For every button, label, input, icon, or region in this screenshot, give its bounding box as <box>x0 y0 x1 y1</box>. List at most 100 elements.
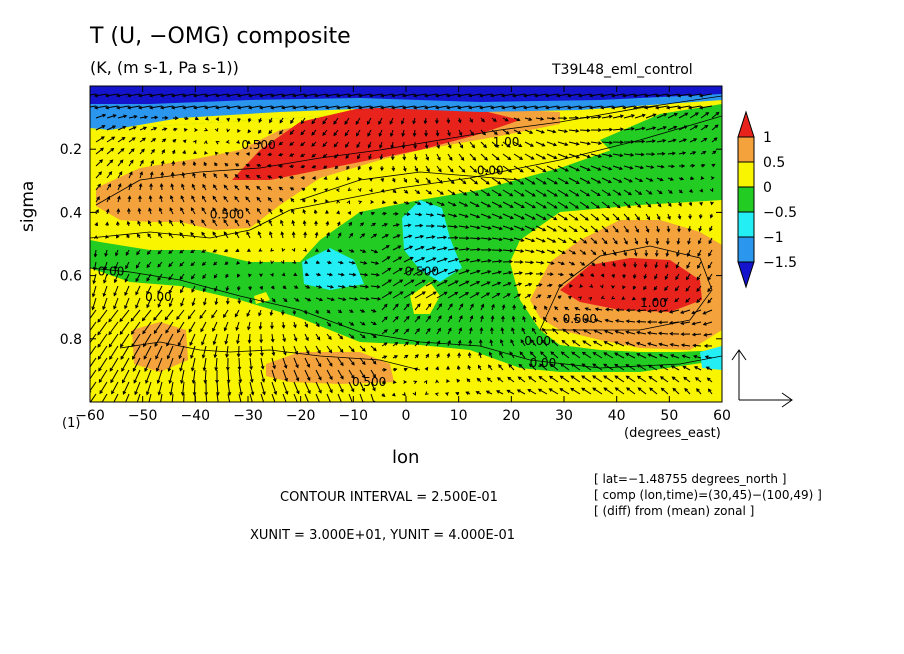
wind-vector-head <box>499 351 503 356</box>
wind-vector-head <box>383 303 388 308</box>
wind-vector-head <box>571 261 576 266</box>
wind-vector <box>535 177 547 185</box>
wind-vector <box>257 208 262 215</box>
wind-vector-head <box>322 120 326 125</box>
wind-vector <box>622 105 636 109</box>
wind-vector-head <box>361 387 365 392</box>
wind-vector <box>491 201 502 208</box>
wind-vector-head <box>292 260 297 264</box>
wind-vector-head <box>246 248 251 252</box>
wind-vector <box>381 267 391 275</box>
wind-vector-head <box>446 119 451 124</box>
wind-vector-head <box>333 143 338 148</box>
wind-vector <box>529 363 537 371</box>
wind-vector <box>502 249 513 252</box>
wind-vector <box>213 333 218 345</box>
wind-vector-head <box>614 363 619 368</box>
wind-vector-head <box>421 291 426 295</box>
wind-vector-head <box>416 303 421 308</box>
wind-vector <box>425 268 437 275</box>
wind-vector <box>425 236 435 239</box>
wind-vector-head <box>647 320 651 324</box>
wind-vector <box>95 184 101 191</box>
wind-vector-head <box>130 317 135 322</box>
wind-vector <box>469 201 479 207</box>
wind-vector-head <box>215 392 220 397</box>
wind-vector-head <box>633 252 638 257</box>
wind-vector <box>458 248 470 251</box>
wind-vector <box>658 321 669 324</box>
wind-vector-head <box>542 181 547 185</box>
wind-vector-head <box>427 303 432 308</box>
wind-vector-head <box>574 216 579 221</box>
wind-vector-head <box>520 238 525 242</box>
wind-vector-head <box>550 351 555 356</box>
wind-vector <box>325 93 339 97</box>
wind-vector <box>238 357 241 370</box>
wind-vector-head <box>311 142 316 147</box>
wind-vector-head <box>541 238 546 243</box>
wind-vector <box>648 376 658 383</box>
wind-vector-head <box>234 313 239 318</box>
wind-vector-head <box>443 246 448 251</box>
wind-vector-head <box>566 93 571 98</box>
wind-vector <box>571 351 581 359</box>
wind-vector-head <box>191 302 196 307</box>
wind-vector-head <box>541 327 546 332</box>
wind-vector-head <box>283 364 288 369</box>
wind-vector <box>179 357 185 371</box>
wind-vector <box>157 285 163 294</box>
wind-vector <box>458 303 464 311</box>
wind-vector-head <box>636 319 641 324</box>
wind-vector <box>348 393 353 402</box>
wind-vector-head <box>464 214 469 218</box>
wind-vector-head <box>467 105 472 110</box>
wind-vector-head <box>581 387 586 392</box>
wind-vector-head <box>405 201 410 205</box>
wind-vector-head <box>496 292 501 297</box>
wind-vector <box>524 165 535 173</box>
wind-vector <box>403 279 414 287</box>
wind-vector-head <box>286 404 289 407</box>
wind-vector <box>113 285 119 296</box>
wind-vector <box>524 272 533 275</box>
wind-vector-head <box>487 203 492 208</box>
wind-vector-head <box>396 234 401 238</box>
wind-vector <box>592 387 603 395</box>
wind-vector-head <box>549 363 554 367</box>
wind-vector-head <box>127 195 132 200</box>
wind-vector <box>180 195 185 203</box>
wind-vector <box>348 273 356 276</box>
wind-vector-head <box>465 225 470 230</box>
wind-vector-head <box>324 188 329 192</box>
wind-vector <box>124 297 130 309</box>
wind-vector-head <box>148 93 153 98</box>
wind-vector <box>623 201 631 208</box>
wind-vector <box>688 105 702 109</box>
wind-vector-head <box>142 330 146 335</box>
wind-vector <box>337 369 344 379</box>
wind-vector <box>590 213 599 221</box>
wind-vector-head <box>376 284 381 289</box>
wind-vector-head <box>368 93 373 98</box>
wind-vector-head <box>347 210 352 215</box>
wind-vector-head <box>517 130 522 135</box>
wind-vector <box>337 357 344 366</box>
wind-vector-head <box>619 153 624 158</box>
wind-vector-head <box>385 234 389 238</box>
wind-vector <box>146 297 152 308</box>
wind-vector-head <box>159 93 164 98</box>
wind-vector <box>203 357 207 371</box>
wind-vector-head <box>90 357 91 359</box>
wind-vector-head <box>97 183 101 188</box>
wind-vector <box>270 105 284 109</box>
wind-vector-head <box>476 281 481 285</box>
wind-vector <box>557 225 567 232</box>
wind-vector <box>128 126 137 131</box>
wind-vector-head <box>270 338 275 343</box>
wind-vector-head <box>346 105 351 110</box>
wind-vector <box>193 93 207 97</box>
wind-vector-head <box>370 200 375 204</box>
wind-vector <box>605 319 614 323</box>
wind-vector-head <box>412 93 417 98</box>
